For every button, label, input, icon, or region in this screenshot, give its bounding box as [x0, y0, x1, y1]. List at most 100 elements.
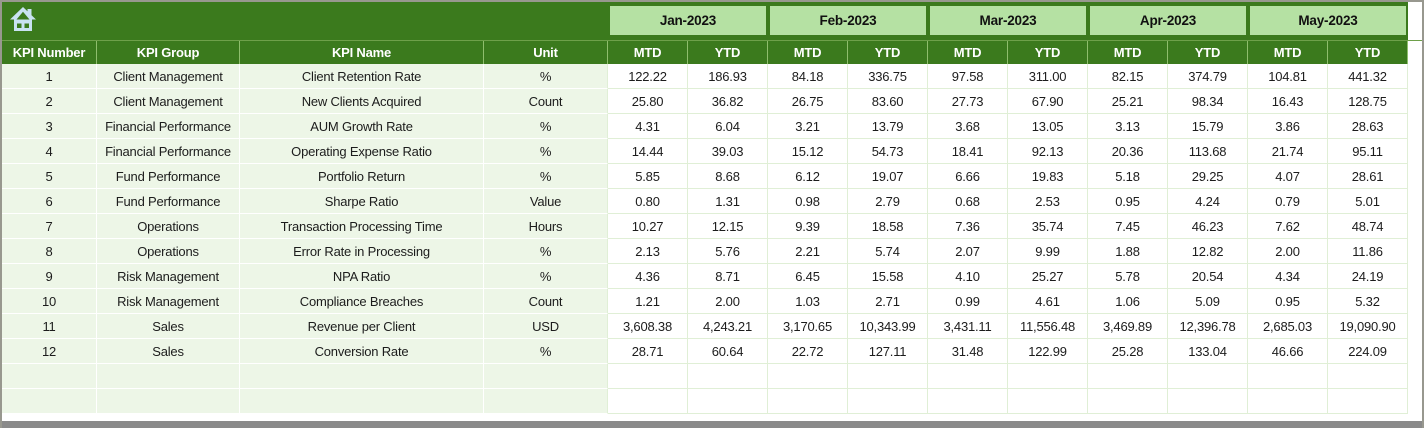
- cell-value[interactable]: 46.23: [1168, 214, 1248, 239]
- cell-value[interactable]: 39.03: [688, 139, 768, 164]
- cell-value[interactable]: 4.24: [1168, 189, 1248, 214]
- cell-value[interactable]: 29.25: [1168, 164, 1248, 189]
- cell-unit[interactable]: %: [484, 164, 608, 189]
- cell-value[interactable]: 97.58: [928, 64, 1008, 89]
- cell-value[interactable]: 122.99: [1008, 339, 1088, 364]
- cell-value[interactable]: 441.32: [1328, 64, 1408, 89]
- cell-value[interactable]: 0.80: [608, 189, 688, 214]
- cell-empty[interactable]: [1168, 364, 1248, 389]
- cell-empty[interactable]: [1328, 389, 1408, 414]
- cell-value[interactable]: 18.41: [928, 139, 1008, 164]
- cell-empty[interactable]: [768, 389, 848, 414]
- cell-kpi-name[interactable]: New Clients Acquired: [240, 89, 484, 114]
- cell-value[interactable]: 28.61: [1328, 164, 1408, 189]
- cell-value[interactable]: 1.03: [768, 289, 848, 314]
- cell-value[interactable]: 4.61: [1008, 289, 1088, 314]
- cell-kpi-number[interactable]: 8: [2, 239, 97, 264]
- cell-value[interactable]: 46.66: [1248, 339, 1328, 364]
- cell-value[interactable]: 11,556.48: [1008, 314, 1088, 339]
- cell-value[interactable]: 9.99: [1008, 239, 1088, 264]
- cell-kpi-number[interactable]: 7: [2, 214, 97, 239]
- cell-empty[interactable]: [484, 364, 608, 389]
- cell-kpi-number[interactable]: 6: [2, 189, 97, 214]
- cell-value[interactable]: 12.82: [1168, 239, 1248, 264]
- cell-empty[interactable]: [608, 389, 688, 414]
- cell-value[interactable]: 127.11: [848, 339, 928, 364]
- cell-value[interactable]: 5.01: [1328, 189, 1408, 214]
- cell-empty[interactable]: [848, 364, 928, 389]
- cell-value[interactable]: 1.31: [688, 189, 768, 214]
- cell-value[interactable]: 95.11: [1328, 139, 1408, 164]
- cell-value[interactable]: 19.07: [848, 164, 928, 189]
- cell-value[interactable]: 25.27: [1008, 264, 1088, 289]
- cell-unit[interactable]: %: [484, 239, 608, 264]
- cell-value[interactable]: 3,469.89: [1088, 314, 1168, 339]
- cell-value[interactable]: 84.18: [768, 64, 848, 89]
- cell-value[interactable]: 8.68: [688, 164, 768, 189]
- cell-value[interactable]: 15.58: [848, 264, 928, 289]
- cell-value[interactable]: 3.68: [928, 114, 1008, 139]
- cell-value[interactable]: 12,396.78: [1168, 314, 1248, 339]
- cell-value[interactable]: 0.99: [928, 289, 1008, 314]
- cell-value[interactable]: 5.18: [1088, 164, 1168, 189]
- cell-value[interactable]: 104.81: [1248, 64, 1328, 89]
- cell-value[interactable]: 16.43: [1248, 89, 1328, 114]
- cell-value[interactable]: 3,431.11: [928, 314, 1008, 339]
- cell-value[interactable]: 128.75: [1328, 89, 1408, 114]
- cell-empty[interactable]: [688, 389, 768, 414]
- cell-value[interactable]: 3.86: [1248, 114, 1328, 139]
- cell-unit[interactable]: Count: [484, 289, 608, 314]
- cell-value[interactable]: 31.48: [928, 339, 1008, 364]
- cell-value[interactable]: 2.79: [848, 189, 928, 214]
- cell-kpi-name[interactable]: Operating Expense Ratio: [240, 139, 484, 164]
- cell-kpi-name[interactable]: NPA Ratio: [240, 264, 484, 289]
- cell-value[interactable]: 5.32: [1328, 289, 1408, 314]
- cell-kpi-number[interactable]: 1: [2, 64, 97, 89]
- cell-value[interactable]: 0.68: [928, 189, 1008, 214]
- cell-value[interactable]: 28.71: [608, 339, 688, 364]
- cell-value[interactable]: 2,685.03: [1248, 314, 1328, 339]
- cell-value[interactable]: 8.71: [688, 264, 768, 289]
- cell-value[interactable]: 133.04: [1168, 339, 1248, 364]
- cell-empty[interactable]: [928, 389, 1008, 414]
- cell-value[interactable]: 11.86: [1328, 239, 1408, 264]
- cell-kpi-group[interactable]: Sales: [97, 314, 240, 339]
- cell-value[interactable]: 0.79: [1248, 189, 1328, 214]
- cell-value[interactable]: 67.90: [1008, 89, 1088, 114]
- cell-kpi-group[interactable]: Operations: [97, 214, 240, 239]
- cell-kpi-number[interactable]: 10: [2, 289, 97, 314]
- cell-value[interactable]: 4.10: [928, 264, 1008, 289]
- cell-value[interactable]: 5.76: [688, 239, 768, 264]
- cell-value[interactable]: 82.15: [1088, 64, 1168, 89]
- cell-value[interactable]: 48.74: [1328, 214, 1408, 239]
- cell-value[interactable]: 6.04: [688, 114, 768, 139]
- cell-value[interactable]: 1.88: [1088, 239, 1168, 264]
- cell-empty[interactable]: [768, 364, 848, 389]
- cell-empty[interactable]: [1088, 364, 1168, 389]
- cell-value[interactable]: 20.54: [1168, 264, 1248, 289]
- cell-value[interactable]: 2.71: [848, 289, 928, 314]
- cell-value[interactable]: 27.73: [928, 89, 1008, 114]
- cell-value[interactable]: 5.74: [848, 239, 928, 264]
- cell-value[interactable]: 3.13: [1088, 114, 1168, 139]
- cell-empty[interactable]: [1248, 389, 1328, 414]
- cell-empty[interactable]: [2, 389, 97, 414]
- cell-value[interactable]: 1.21: [608, 289, 688, 314]
- cell-kpi-group[interactable]: Client Management: [97, 64, 240, 89]
- cell-kpi-name[interactable]: Client Retention Rate: [240, 64, 484, 89]
- cell-value[interactable]: 2.07: [928, 239, 1008, 264]
- cell-value[interactable]: 15.12: [768, 139, 848, 164]
- cell-value[interactable]: 5.85: [608, 164, 688, 189]
- cell-kpi-group[interactable]: Risk Management: [97, 289, 240, 314]
- cell-kpi-number[interactable]: 3: [2, 114, 97, 139]
- cell-kpi-name[interactable]: Compliance Breaches: [240, 289, 484, 314]
- cell-value[interactable]: 83.60: [848, 89, 928, 114]
- cell-value[interactable]: 28.63: [1328, 114, 1408, 139]
- cell-empty[interactable]: [1008, 389, 1088, 414]
- cell-value[interactable]: 2.00: [1248, 239, 1328, 264]
- cell-empty[interactable]: [240, 364, 484, 389]
- cell-value[interactable]: 26.75: [768, 89, 848, 114]
- cell-kpi-name[interactable]: AUM Growth Rate: [240, 114, 484, 139]
- cell-value[interactable]: 7.36: [928, 214, 1008, 239]
- cell-kpi-name[interactable]: Revenue per Client: [240, 314, 484, 339]
